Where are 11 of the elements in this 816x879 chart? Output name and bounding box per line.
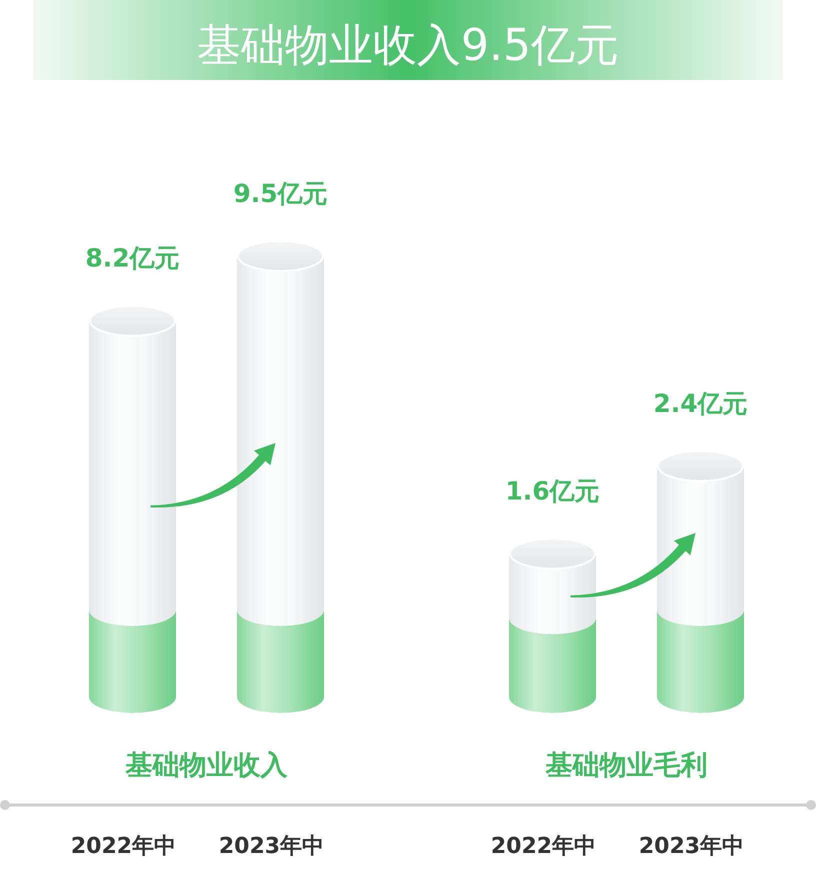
x-axis-title: 基础物业收入 — [124, 750, 288, 781]
x-tick-label: 2022年中 — [490, 834, 596, 859]
data-label: 2.4亿元 — [653, 389, 748, 418]
data-label: 1.6亿元 — [505, 476, 600, 506]
chart-title: 基础物业收入9.5亿元 — [197, 20, 619, 71]
x-axis-title: 基础物业毛利 — [544, 750, 708, 781]
x-tick-label: 2023年中 — [218, 834, 324, 859]
x-tick-label: 2023年中 — [638, 834, 744, 859]
data-label: 9.5亿元 — [233, 179, 328, 208]
x-tick-label: 2022年中 — [70, 834, 176, 859]
data-label: 8.2亿元 — [85, 244, 180, 273]
